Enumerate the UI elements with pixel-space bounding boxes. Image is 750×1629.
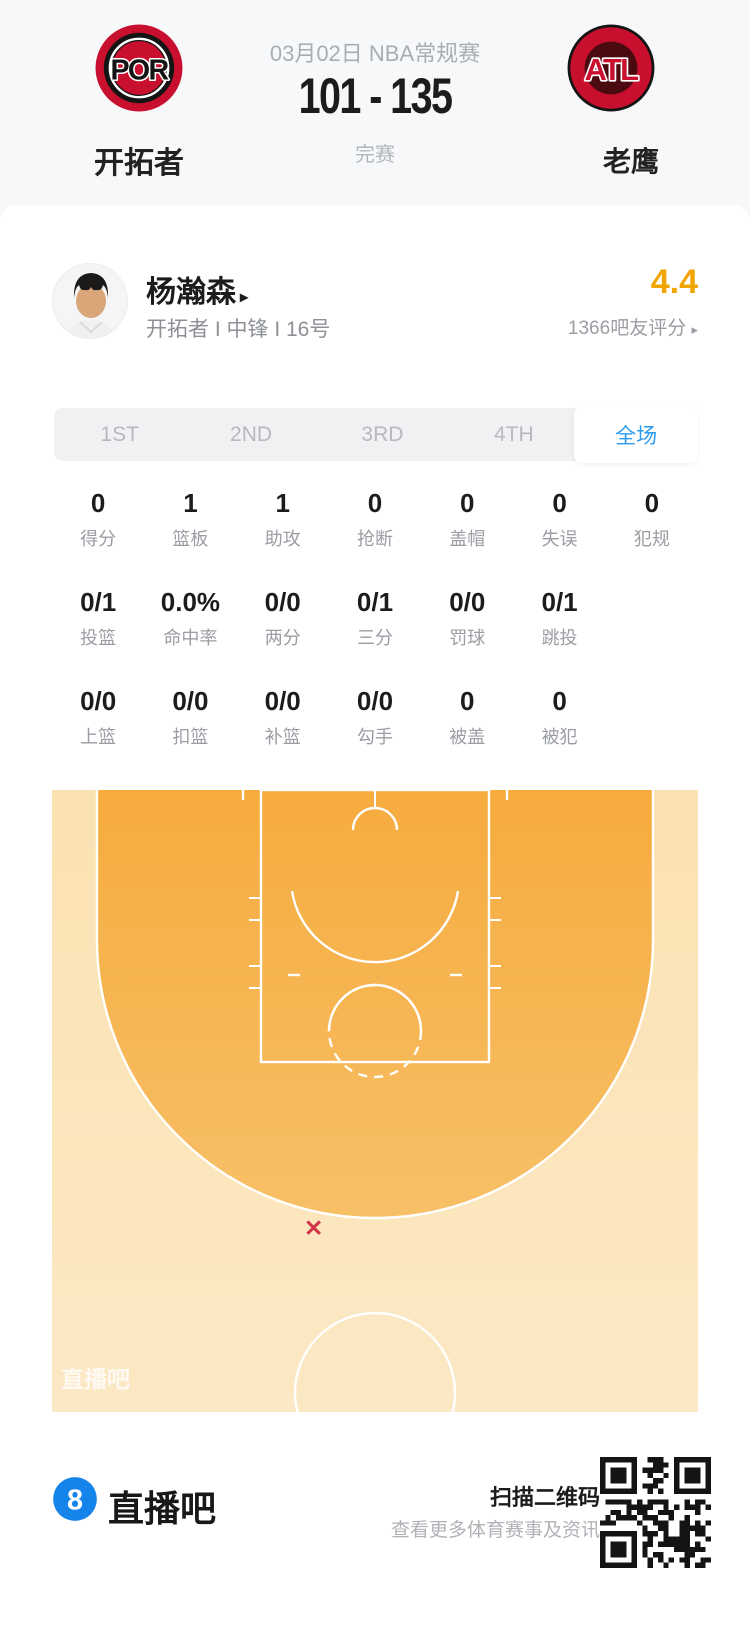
svg-text:POR: POR [110, 55, 169, 87]
svg-text:8: 8 [67, 1484, 83, 1516]
svg-text:ATL: ATL [585, 52, 638, 87]
svg-text:直播吧: 直播吧 [61, 1366, 130, 1392]
svg-text:✕: ✕ [304, 1215, 323, 1241]
